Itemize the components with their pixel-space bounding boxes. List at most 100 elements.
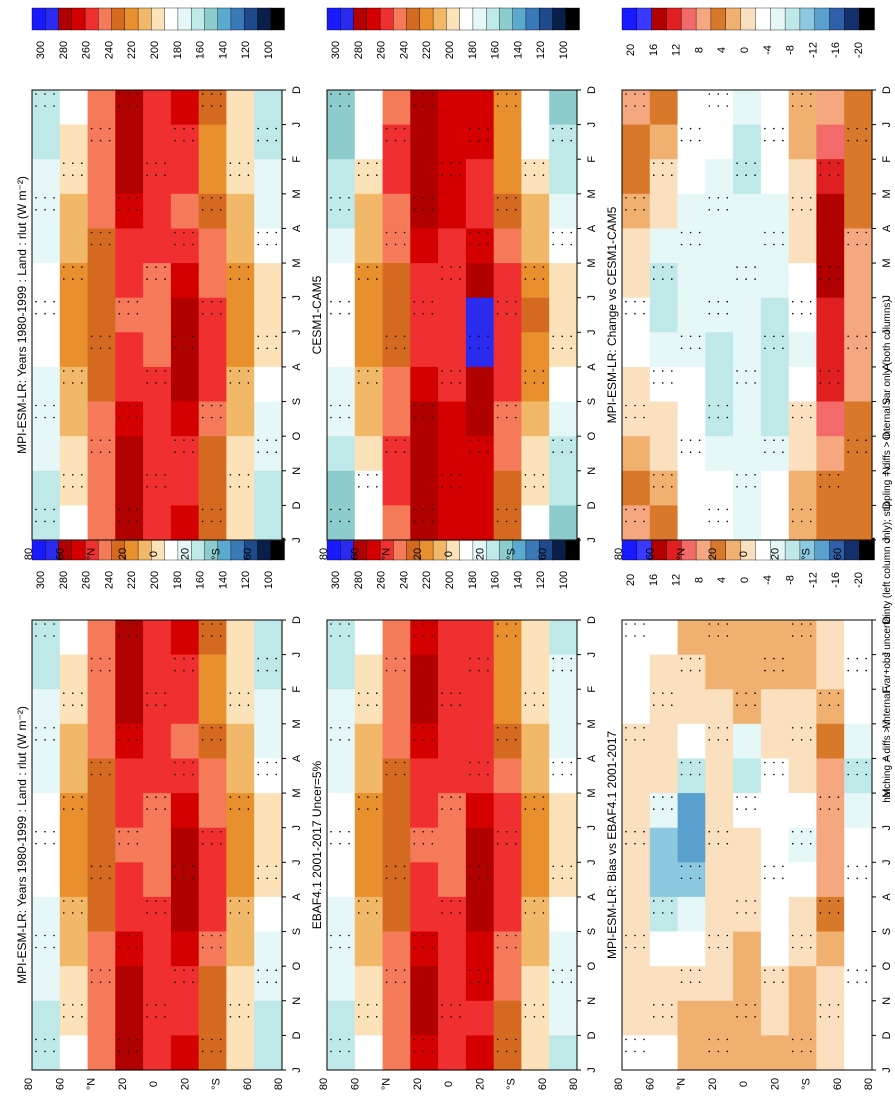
stipple-dot — [127, 635, 130, 637]
stipple-dot — [745, 912, 747, 914]
stipple-dot — [450, 796, 452, 798]
stipple-dot — [99, 139, 102, 142]
colorbar-swatch — [681, 7, 697, 31]
month-tick-label: J — [881, 652, 893, 658]
stipple-dot — [726, 830, 729, 833]
stipple-dot — [183, 231, 185, 234]
stipple-dot — [53, 300, 55, 303]
stipple-dot — [127, 934, 130, 937]
stipple-dot — [625, 635, 627, 637]
stipple-dot — [698, 865, 701, 868]
stipple-dot — [625, 1038, 627, 1041]
stipple-dot — [754, 174, 756, 176]
stipple-dot — [403, 981, 406, 983]
heat-cell — [59, 332, 89, 368]
heat-cell — [170, 862, 200, 898]
heat-cell — [115, 689, 144, 725]
heat-cell — [788, 620, 818, 656]
heat-cell — [143, 1035, 172, 1071]
heat-cell — [226, 689, 255, 725]
stipple-dot — [634, 209, 636, 211]
stipple-dot — [155, 474, 157, 476]
stipple-dot — [496, 300, 499, 303]
colorbar-tick-label: -8 — [785, 575, 797, 585]
stipple-dot — [764, 243, 766, 246]
heat-cell — [170, 228, 200, 264]
stipple-dot — [524, 474, 527, 476]
stipple-dot — [469, 761, 471, 764]
stipple-dot — [201, 830, 204, 833]
heat-cell — [198, 689, 228, 725]
heat-cell — [521, 827, 550, 863]
stipple-dot — [542, 692, 545, 694]
stipple-dot — [542, 474, 545, 476]
stipple-dot — [773, 439, 775, 442]
stipple-dot — [552, 347, 554, 350]
month-tick-label: O — [291, 431, 303, 440]
heat-cell — [844, 332, 873, 368]
stipple-dot — [837, 474, 840, 476]
heat-cell — [198, 827, 228, 863]
month-tick-label: O — [586, 961, 598, 970]
stipple-dot — [625, 508, 627, 511]
heat-cell — [59, 124, 89, 160]
stipple-dot — [856, 773, 858, 776]
stipple-dot — [44, 623, 46, 625]
stipple-dot — [367, 1004, 369, 1006]
heat-cell — [382, 228, 411, 264]
heat-cell — [622, 366, 651, 403]
stipple-dot — [35, 842, 37, 845]
stipple-dot — [136, 842, 139, 845]
colorbar-tick-label: 200 — [444, 571, 456, 589]
stipple-dot — [736, 704, 738, 706]
colorbar-swatch — [406, 7, 421, 31]
heat-cell — [622, 401, 651, 437]
lat-tick-label: °N — [676, 1078, 688, 1090]
stipple-dot — [376, 474, 378, 476]
stipple-dot — [367, 808, 369, 810]
heat-cell — [816, 1035, 845, 1071]
heat-cell — [87, 689, 116, 725]
stipple-dot — [210, 842, 213, 845]
stipple-dot — [210, 946, 213, 949]
stipple-dot — [63, 382, 65, 384]
stipple-dot — [837, 266, 840, 268]
colorbar-swatch — [539, 7, 554, 31]
stipple-dot — [247, 1004, 250, 1006]
stipple-dot — [81, 692, 83, 694]
heat-cell — [226, 1035, 255, 1071]
stipple-dot — [671, 808, 673, 810]
colorbar-tick-label: 8 — [693, 47, 705, 53]
stipple-dot — [358, 162, 360, 164]
stipple-dot — [791, 300, 794, 303]
stipple-dot — [174, 865, 176, 868]
heat-cell — [465, 470, 495, 506]
lat-tick-label: 60 — [644, 1078, 656, 1090]
stipple-dot — [773, 761, 775, 764]
colorbar-swatch — [137, 7, 153, 31]
stipple-dot — [847, 877, 849, 880]
stipple-dot — [127, 623, 130, 625]
colorbar-swatch — [565, 7, 580, 31]
stipple-dot — [754, 474, 756, 476]
stipple-dot — [773, 335, 775, 338]
stipple-dot — [643, 416, 645, 419]
stipple-dot — [201, 93, 204, 95]
stipple-dot — [394, 451, 397, 454]
heat-cell — [549, 505, 578, 541]
stipple-dot — [63, 1016, 65, 1018]
stipple-dot — [422, 520, 425, 523]
stipple-dot — [403, 243, 406, 246]
stipple-dot — [459, 692, 461, 694]
stipple-dot — [856, 139, 858, 142]
stipple-dot — [524, 1016, 527, 1018]
stipple-dot — [164, 912, 166, 914]
stipple-dot — [847, 761, 849, 764]
stipple-dot — [773, 865, 775, 868]
heat-cell — [788, 124, 818, 160]
stipple-dot — [736, 900, 738, 902]
lat-tick-label: 0 — [443, 1081, 455, 1087]
colorbar-swatch — [204, 7, 219, 31]
stipple-dot — [625, 312, 627, 315]
